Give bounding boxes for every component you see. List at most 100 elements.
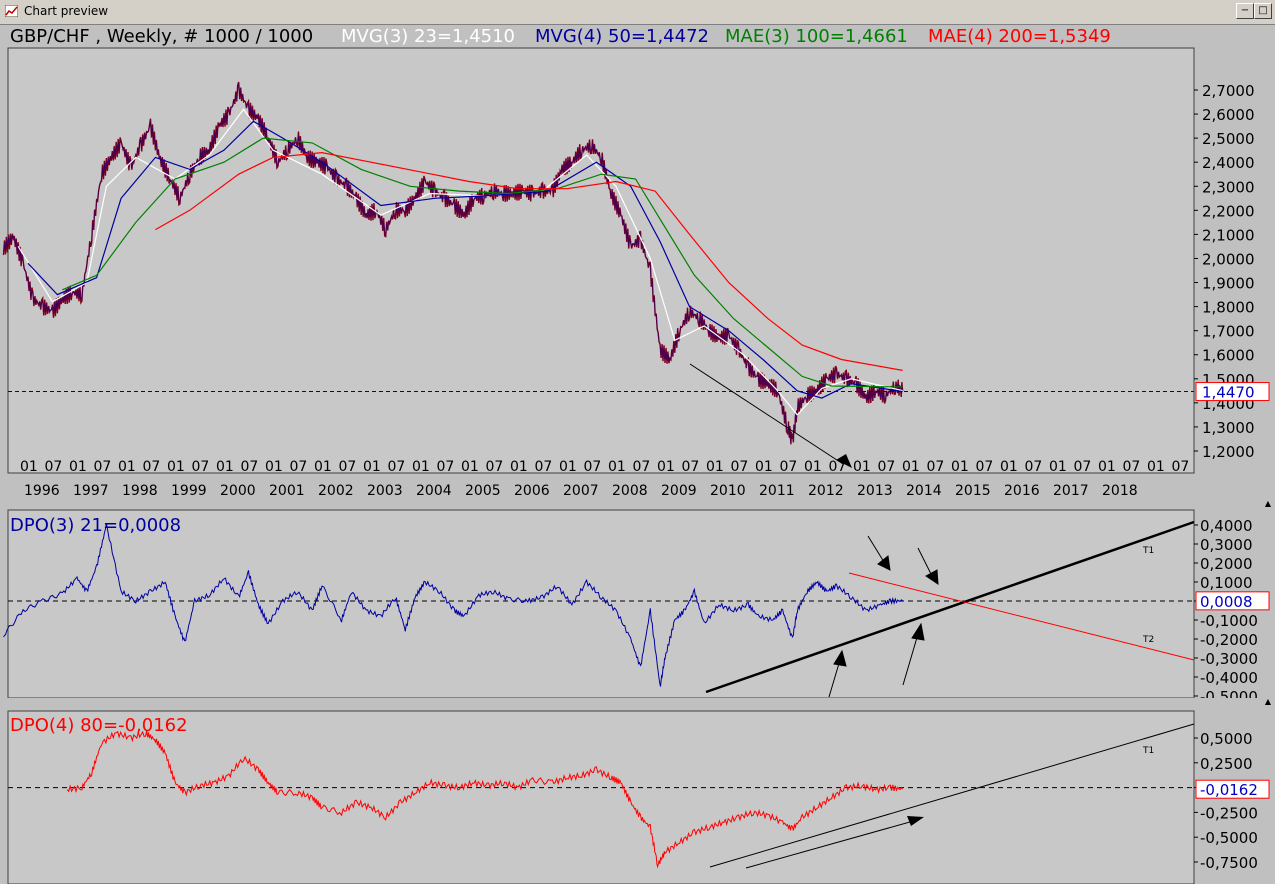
price-x-month-label: 01 <box>804 459 822 475</box>
price-y-tick-label: 1,2000 <box>1202 443 1255 461</box>
legend-mvg4: MVG(4) 50=1,4472 <box>535 26 709 47</box>
legend-mae3: MAE(3) 100=1,4661 <box>725 26 908 47</box>
panel-separator-2 <box>0 698 1275 708</box>
price-x-year-label: 2014 <box>906 483 942 499</box>
price-x-year-label: 1996 <box>24 483 60 499</box>
current-price-label: 1,4470 <box>1202 384 1255 402</box>
price-x-month-label: 07 <box>486 459 504 475</box>
price-x-month-label: 07 <box>878 459 896 475</box>
price-x-month-label: 07 <box>143 459 161 475</box>
price-x-month-label: 01 <box>118 459 136 475</box>
dpo4-t1-label: T1 <box>1142 746 1154 756</box>
price-series-group <box>2 81 904 445</box>
price-x-year-label: 2006 <box>514 483 550 499</box>
dpo3-y-tick-label: 0,3000 <box>1200 536 1253 554</box>
price-x-month-label: 07 <box>290 459 308 475</box>
price-x-month-label: 07 <box>1123 459 1141 475</box>
window-titlebar: Chart preview − □ <box>0 0 1275 25</box>
dpo4-current-box <box>1195 779 1270 799</box>
window-title: Chart preview <box>24 4 109 18</box>
price-series-2 <box>62 137 903 388</box>
price-y-tick-label: 2,5000 <box>1202 130 1255 148</box>
price-x-year-label: 2012 <box>808 483 844 499</box>
price-y-tick-label: 2,1000 <box>1202 226 1255 244</box>
pane-collapse-icon-2[interactable]: ▲ <box>1264 697 1272 706</box>
price-x-month-label: 07 <box>780 459 798 475</box>
price-y-tick-label: 1,8000 <box>1202 299 1255 317</box>
price-x-month-label: 01 <box>951 459 969 475</box>
price-x-year-label: 1997 <box>73 483 109 499</box>
price-y-tick-label: 1,6000 <box>1202 347 1255 365</box>
price-y-tick-label: 2,6000 <box>1202 106 1255 124</box>
price-x-year-label: 2008 <box>612 483 648 499</box>
dpo3-current-box <box>1195 591 1270 611</box>
price-x-month-label: 07 <box>45 459 63 475</box>
dpo4-y-tick-label: -0,7500 <box>1200 854 1258 872</box>
price-y-tick-label: 2,2000 <box>1202 202 1255 220</box>
dpo4-arrow-line <box>745 819 918 869</box>
price-x-month-label: 07 <box>682 459 700 475</box>
maximize-button[interactable]: □ <box>1254 3 1272 19</box>
price-x-month-label: 07 <box>339 459 357 475</box>
price-x-month-label: 01 <box>1098 459 1116 475</box>
price-y-tick-label: 2,7000 <box>1202 82 1255 100</box>
dpo3-y-tick-label: -0,2000 <box>1200 631 1258 649</box>
price-x-year-label: 2005 <box>465 483 501 499</box>
price-x-month-label: 01 <box>853 459 871 475</box>
price-x-month-label: 07 <box>437 459 455 475</box>
dpo3-y-axis: 0,40000,30000,20000,10000,0000-0,1000-0,… <box>1194 517 1258 706</box>
price-x-month-label: 07 <box>584 459 602 475</box>
dpo3-y-tick-label: 0,1000 <box>1200 574 1253 592</box>
minimize-button[interactable]: − <box>1236 3 1254 19</box>
price-y-tick-label: 2,3000 <box>1202 178 1255 196</box>
price-series-1 <box>27 120 903 399</box>
price-series-3 <box>155 151 903 371</box>
price-x-year-label: 2011 <box>759 483 795 499</box>
price-x-month-label: 07 <box>241 459 259 475</box>
price-x-month-label: 07 <box>633 459 651 475</box>
price-x-year-label: 2009 <box>661 483 697 499</box>
dpo3-title: DPO(3) 21=0,0008 <box>10 515 181 536</box>
price-panel: GBP/CHF , Weekly, # 1000 / 1000 MVG(3) 2… <box>2 26 1270 499</box>
price-x-year-label: 2001 <box>269 483 305 499</box>
price-x-month-label: 01 <box>608 459 626 475</box>
dpo4-y-tick-label: -0,2500 <box>1200 804 1258 822</box>
dpo3-panel: DPO(3) 21=0,0008 0,40000,30000,20000,100… <box>3 509 1270 706</box>
dpo4-trendline-t1 <box>709 723 1195 868</box>
price-x-month-label: 07 <box>192 459 210 475</box>
app-icon <box>5 5 18 17</box>
dpo4-series-group <box>66 730 903 869</box>
price-annotation-line <box>689 363 844 465</box>
price-x-month-label: 01 <box>167 459 185 475</box>
price-x-month-label: 07 <box>927 459 945 475</box>
price-x-year-label: 2002 <box>318 483 354 499</box>
legend-mae4: MAE(4) 200=1,5349 <box>928 26 1111 47</box>
price-x-year-label: 2018 <box>1102 483 1138 499</box>
legend-mvg3: MVG(3) 23=1,4510 <box>341 26 515 47</box>
price-x-year-label: 1999 <box>171 483 207 499</box>
price-x-month-label: 01 <box>1049 459 1067 475</box>
price-x-month-label: 01 <box>1000 459 1018 475</box>
dpo3-series-group <box>3 523 903 688</box>
price-x-month-label: 01 <box>902 459 920 475</box>
current-price-box <box>1195 382 1270 402</box>
price-x-year-label: 1998 <box>122 483 158 499</box>
dpo3-t2-label: T2 <box>1142 635 1154 645</box>
price-x-month-label: 01 <box>1147 459 1165 475</box>
price-line <box>2 81 904 445</box>
price-y-tick-label: 1,9000 <box>1202 275 1255 293</box>
dpo4-y-tick-label: 0,5000 <box>1200 730 1253 748</box>
price-x-month-label: 07 <box>1074 459 1092 475</box>
price-x-month-label: 01 <box>363 459 381 475</box>
price-title: GBP/CHF , Weekly, # 1000 / 1000 <box>10 26 313 47</box>
price-x-year-label: 2004 <box>416 483 452 499</box>
dpo3-y-tick-label: 0,4000 <box>1200 517 1253 535</box>
pane-collapse-icon[interactable]: ▲ <box>1264 499 1272 508</box>
price-y-tick-label: 2,0000 <box>1202 250 1255 268</box>
price-x-month-label: 07 <box>1172 459 1190 475</box>
dpo3-t1-label: T1 <box>1142 546 1154 556</box>
price-x-month-label: 07 <box>731 459 749 475</box>
dpo3-trendline-t1 <box>705 520 1195 694</box>
dpo4-title: DPO(4) 80=-0,0162 <box>10 715 188 736</box>
